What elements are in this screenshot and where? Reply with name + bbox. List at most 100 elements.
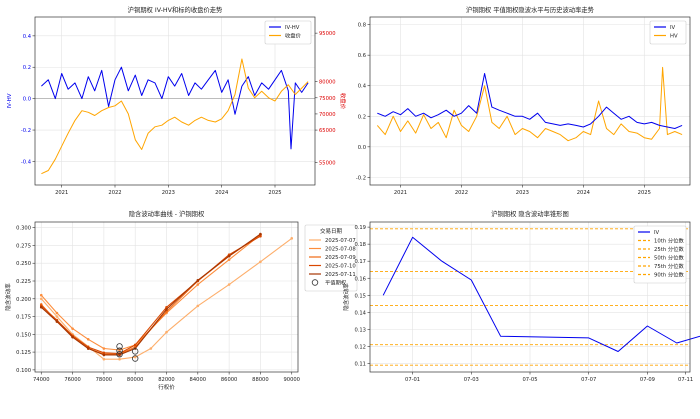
series-iv-line [382,236,700,352]
x-tick-label: 2022 [455,190,468,196]
x-tick-label: 2021 [394,190,407,196]
y2-tick-label: 95000 [319,31,336,37]
atm-point [116,351,123,358]
x-tick-label: 07-01 [405,377,420,383]
chart-title: 隐含波动率曲线 - 沪铜期权 [129,209,205,218]
iv-curve-point [259,234,262,238]
iv-curve-point [118,353,121,357]
x-tick-label: 74000 [33,377,50,383]
x-tick-label: 2025 [638,190,651,196]
y-tick-label: 0.150 [16,332,31,338]
plot-border [369,16,691,186]
y-tick-label: 0.175 [16,315,31,321]
iv-curve-point [55,315,59,318]
legend-entry: 90th 分位数 [654,271,684,279]
y-tick-label: 0.8 [358,23,366,29]
plot-border [369,221,691,373]
iv-curve-point [102,357,106,361]
legend-entry: 50th 分位数 [654,254,684,262]
iv-curve-point [196,304,200,308]
y-tick-label: 0.2 [23,65,31,71]
plot-p2: 2021 2022 2023 2024 2025 -0.2 0.0 0.2 0.4 0.6 0.8 沪… [356,5,691,196]
iv-curve-point [227,283,231,286]
plot-p1: 2021 2022 2023 2024 2025 -0.4 -0.2 0.0 0.2 0.4 550… [7,5,347,196]
legend-entry: IV [654,230,660,236]
iv-curve-point [290,237,294,240]
atm-point [131,348,139,355]
chart-title: 沪铜期权 IV-HV和标的收盘价走势 [128,5,223,14]
plot-area [370,17,690,185]
y-tick-label: 0.12 [354,344,366,350]
x-tick-label: 2024 [215,190,229,196]
series-iv-line [377,73,683,129]
x-tick-label: 2025 [268,190,281,196]
y-axis-label: 隐含波动率 [342,283,350,311]
iv-curve-point [39,293,43,297]
x-tick-label: 88000 [252,377,269,383]
legend-entry: HV [670,34,678,40]
iv-curve-point [39,297,43,301]
iv-curve-point [227,254,231,258]
y2-tick-label: 80000 [319,80,336,86]
chart-title: 沪铜期权 平值期权隐波水平与历史波动率走势 [466,5,595,14]
series-close-line [41,58,309,175]
y-tick-label: 0.11 [354,361,366,367]
legend: IV HV [649,20,687,45]
plot-area [35,17,315,185]
y-tick-label: 0.275 [16,243,31,249]
legend-title: 交易日期 [320,227,343,235]
y-tick-label: 0.300 [16,226,31,232]
legend-entry: 平值期权 [325,279,347,287]
x-tick-label: 07-07 [581,377,596,383]
atm-point [131,355,139,362]
y2-axis-label: 收盘价 [339,93,347,110]
atm-point [116,343,123,350]
y-tick-label: 0.18 [354,242,366,248]
x-tick-label: 78000 [96,377,113,383]
legend-entry: 收盘价 [285,32,302,40]
y-tick-label: 0.13 [354,327,366,333]
iv-curve-point [39,306,43,309]
y-tick-label: 0.16 [354,276,366,282]
x-tick-label: 2021 [55,190,68,196]
plot-border [34,221,299,373]
x-tick-label: 07-05 [522,377,537,383]
y2-tick-label: 75000 [319,96,336,102]
legend-entry: IV [670,25,676,31]
x-tick-label: 07-09 [640,377,655,383]
y-tick-label: 0.100 [16,368,31,374]
iv-curve-point [86,347,90,350]
y-tick-label: 0.225 [16,279,31,285]
y-tick-label: -0.2 [21,128,31,134]
y-tick-label: 0.0 [23,97,31,103]
legend-entry: 2025-07-08 [325,247,356,253]
legend-entry: 2025-07-07 [325,238,356,244]
iv-curve-point [133,343,137,347]
x-tick-label: 80000 [127,377,144,383]
plot-p4: 07-01 07-03 07-05 07-07 07-09 07-11 0.11 0.12 0.… [342,209,700,383]
x-tick-label: 76000 [64,377,81,383]
atm-point [116,347,123,354]
legend: 交易日期 2025-07-07 2025-07-08 2025-07-09 2025-0… [304,224,358,292]
iv-curve-point [102,353,106,357]
x-tick-label: 86000 [221,377,238,383]
x-tick-label: 2024 [577,190,591,196]
iv-curve-point [149,347,153,350]
iv-curve-point [133,355,137,359]
x-tick-label: 90000 [283,377,300,383]
iv-curve-point [102,347,106,350]
x-tick-label: 2023 [516,190,529,196]
y-axis-label: 隐含波动率 [4,283,12,311]
y-tick-label: 0.200 [16,297,31,303]
x-tick-label: 07-11 [678,377,693,383]
iv-curve-point [71,327,74,330]
y-tick-label: 0.15 [354,293,366,299]
y-tick-label: 0.2 [358,114,366,120]
iv-curve-point [196,278,200,282]
iv-curve-point [165,306,168,309]
y-tick-label: -0.4 [21,159,32,165]
iv-curve-point [196,283,200,286]
y-tick-label: 0.6 [358,53,366,59]
